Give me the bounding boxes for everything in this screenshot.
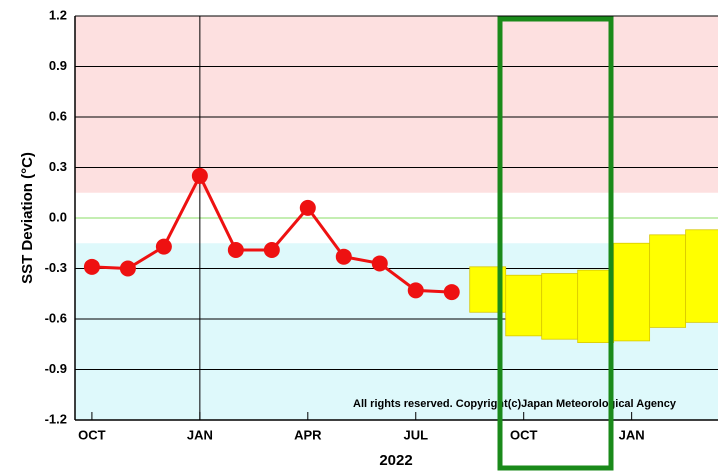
point [263,241,280,258]
x-tick-label: OCT [510,427,538,442]
forecast-box [649,234,687,328]
y-tick-label: 0.3 [49,159,67,174]
y-tick-label: 1.2 [49,7,67,22]
y-tick-label: -0.3 [45,260,67,275]
forecast-box [541,273,579,340]
point [119,260,136,277]
band [75,16,718,193]
highlight-box [497,16,614,471]
point [227,241,244,258]
point [335,248,352,265]
y-tick-label: -0.9 [45,361,67,376]
x-axis-label: 2022 [379,452,412,469]
x-tick-label: APR [294,427,322,442]
point [191,167,208,184]
copyright: All rights reserved. Copyright(c)Japan M… [353,398,677,410]
x-tick-label: JAN [619,427,645,442]
point [299,199,316,216]
x-tick-label: JUL [403,427,428,442]
x-tick-label: OCT [78,427,106,442]
point [407,282,424,299]
point [155,238,172,255]
y-tick-label: 0.0 [49,209,67,224]
y-axis-label: SST Deviation (°C) [19,152,36,284]
forecast-box [577,269,615,343]
point [83,258,100,275]
forecast-box [685,229,718,323]
forecast-box [505,274,543,337]
point [371,255,388,272]
x-tick-label: JAN [187,427,213,442]
y-tick-label: 0.9 [49,58,67,73]
y-tick-label: -0.6 [45,310,67,325]
point [443,284,460,301]
y-tick-label: -1.2 [45,411,67,426]
y-tick-label: 0.6 [49,108,67,123]
forecast-box [613,242,651,342]
